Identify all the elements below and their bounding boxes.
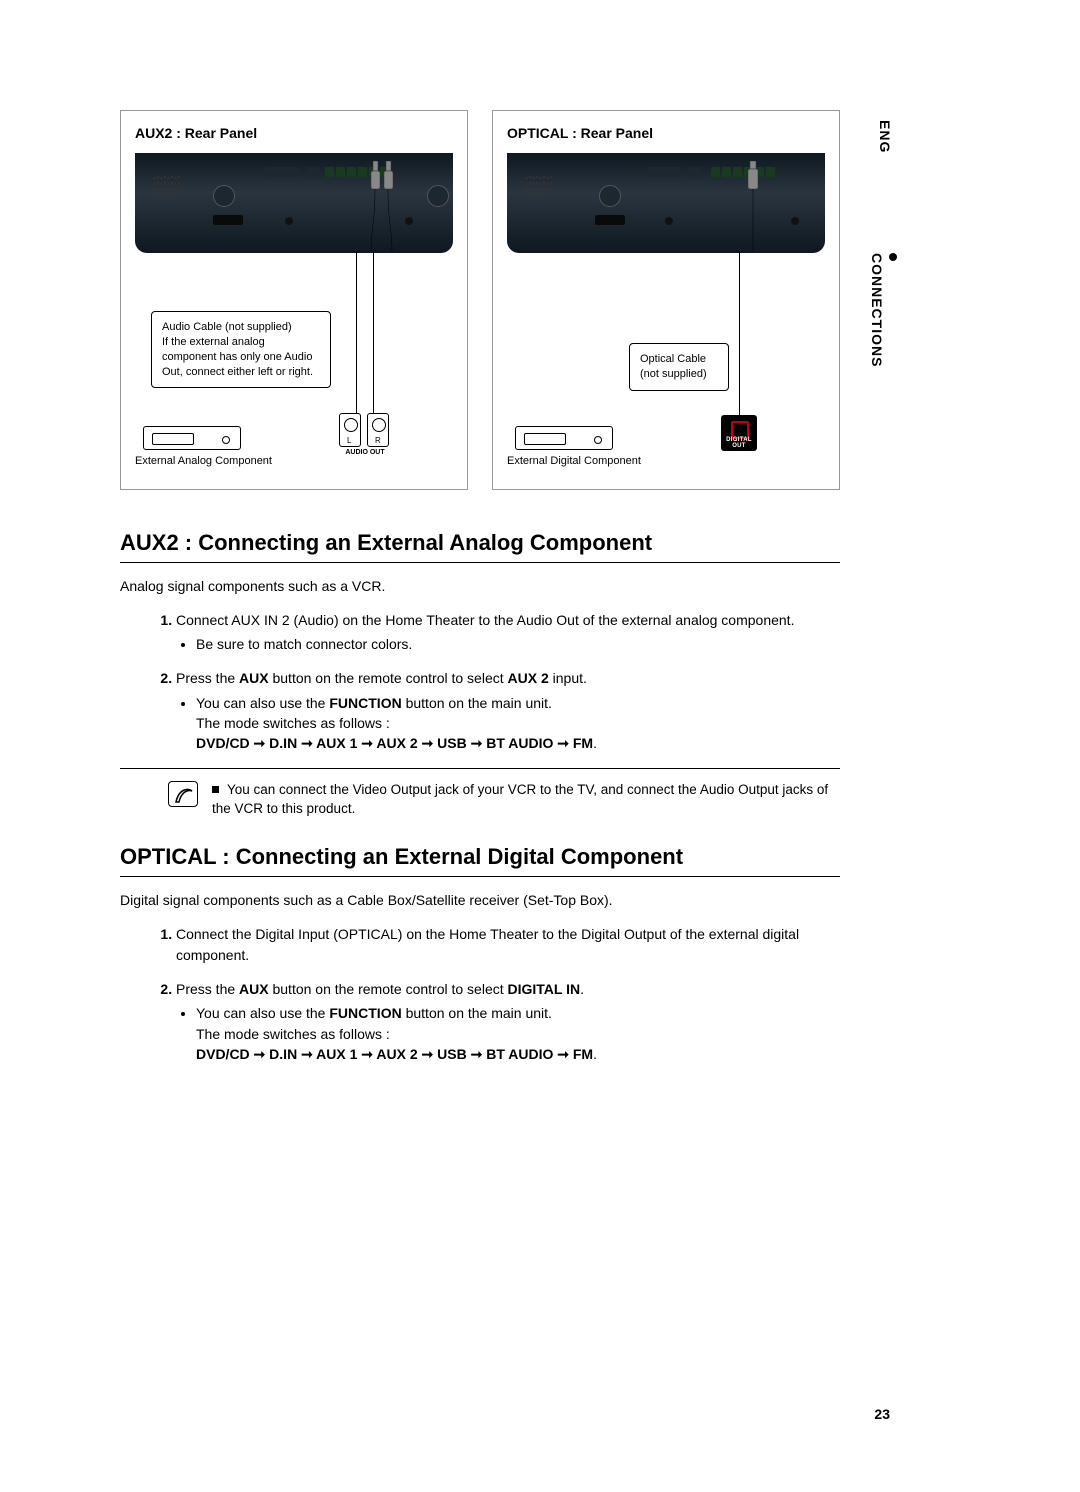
- device-label-aux2: External Analog Component: [135, 455, 272, 467]
- aux2-step-1: Connect AUX IN 2 (Audio) on the Home The…: [176, 610, 840, 655]
- divider: [120, 768, 840, 769]
- note-icon: [168, 781, 198, 807]
- steps-optical: Connect the Digital Input (OPTICAL) on t…: [120, 924, 840, 1064]
- aux2-step-2: Press the AUX button on the remote contr…: [176, 668, 840, 753]
- rca-plug-icon: [367, 161, 397, 251]
- diagrams-row: AUX2 : Rear Panel ▴▾▴▾▴▾▴▾▴▾▴▾▴▾▴▾▴▾▴▾▴▾…: [120, 110, 840, 490]
- optical-step-1: Connect the Digital Input (OPTICAL) on t…: [176, 924, 840, 965]
- external-analog-device: [143, 426, 241, 450]
- rear-panel-aux2: ▴▾▴▾▴▾▴▾▴▾▴▾▴▾▴▾▴▾▴▾▴▾▴▾▴▾▴▾▴▾▴▾: [135, 153, 453, 253]
- diagram-optical: OPTICAL : Rear Panel ▴▾▴▾▴▾▴▾▴▾▴▾▴▾▴▾▴▾▴…: [492, 110, 840, 490]
- lang-tab: ENG: [877, 120, 893, 153]
- optical-plug-icon: [745, 161, 761, 251]
- audio-out-caption: AUDIO OUT: [337, 449, 393, 456]
- intro-aux2: Analog signal components such as a VCR.: [120, 577, 840, 596]
- heading-optical: OPTICAL : Connecting an External Digital…: [120, 844, 840, 877]
- steps-aux2: Connect AUX IN 2 (Audio) on the Home The…: [120, 610, 840, 754]
- diagram-aux2: AUX2 : Rear Panel ▴▾▴▾▴▾▴▾▴▾▴▾▴▾▴▾▴▾▴▾▴▾…: [120, 110, 468, 490]
- audio-out-jacks: [339, 413, 389, 447]
- diagram-aux2-title: AUX2 : Rear Panel: [135, 125, 453, 141]
- section-tab: CONNECTIONS: [869, 253, 901, 367]
- intro-optical: Digital signal components such as a Cabl…: [120, 891, 840, 910]
- diagram-optical-title: OPTICAL : Rear Panel: [507, 125, 825, 141]
- page-content: AUX2 : Rear Panel ▴▾▴▾▴▾▴▾▴▾▴▾▴▾▴▾▴▾▴▾▴▾…: [120, 110, 840, 1078]
- external-digital-device: [515, 426, 613, 450]
- optical-step-2: Press the AUX button on the remote contr…: [176, 979, 840, 1064]
- page-number: 23: [874, 1406, 890, 1422]
- digital-out-jack: DIGITAL OUT: [721, 415, 757, 451]
- heading-aux2: AUX2 : Connecting an External Analog Com…: [120, 530, 840, 563]
- rear-panel-optical: ▴▾▴▾▴▾▴▾▴▾▴▾▴▾▴▾▴▾▴▾▴▾▴▾▴▾▴▾▴▾▴▾: [507, 153, 825, 253]
- side-tabs: ENG CONNECTIONS: [870, 120, 900, 368]
- note-aux2: You can connect the Video Output jack of…: [120, 781, 840, 819]
- callout-optical: Optical Cable (not supplied): [629, 343, 729, 391]
- callout-aux2: Audio Cable (not supplied) If the extern…: [151, 311, 331, 388]
- device-label-optical: External Digital Component: [507, 455, 641, 467]
